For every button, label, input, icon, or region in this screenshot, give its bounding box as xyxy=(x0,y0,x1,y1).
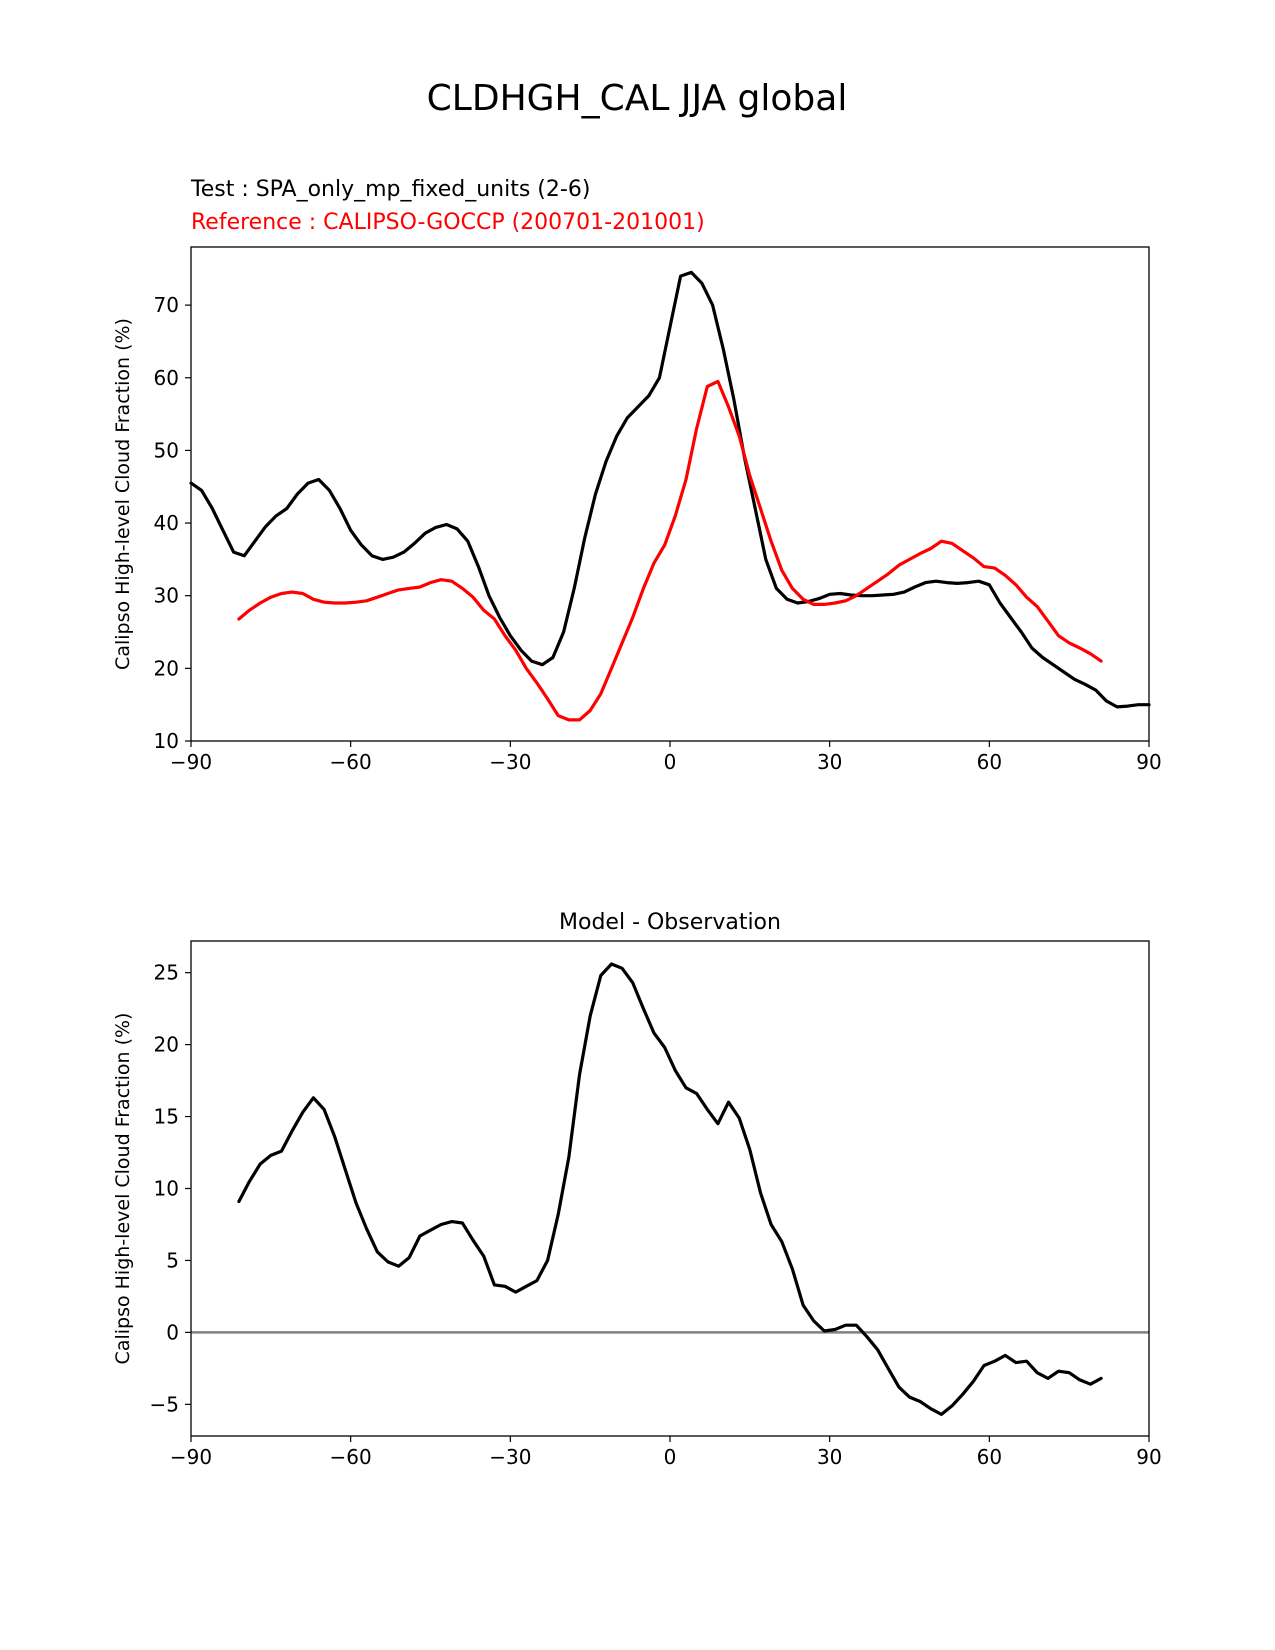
figure-title: CLDHGH_CAL JJA global xyxy=(427,78,848,119)
plot-frame xyxy=(190,940,1150,1437)
y-tick-label: 50 xyxy=(154,438,179,462)
y-tick-label: 25 xyxy=(154,961,179,985)
y-tick-label: 15 xyxy=(154,1105,179,1129)
panel-bottom-title: Model - Observation xyxy=(559,910,781,935)
y-axis-label: Calipso High-level Cloud Fraction (%) xyxy=(112,1013,134,1365)
x-tick-label: −60 xyxy=(330,1445,372,1469)
x-tick-label: 60 xyxy=(977,1445,1002,1469)
y-tick-label: 5 xyxy=(166,1248,179,1272)
x-tick-label: −60 xyxy=(330,750,372,774)
x-tick-label: 30 xyxy=(817,1445,842,1469)
test-label: Test : SPA_only_mp_fixed_units (2-6) xyxy=(190,177,590,202)
series-line-model-observation xyxy=(237,962,1103,1417)
y-tick-label: −5 xyxy=(150,1392,179,1416)
y-tick-label: 70 xyxy=(154,293,179,317)
x-tick-label: 60 xyxy=(977,750,1002,774)
y-tick-label: 20 xyxy=(154,656,179,680)
x-tick-label: −30 xyxy=(489,750,531,774)
panel-difference: −90 −60 −30 0 30 60 90 −5 0 5 10 15 20 25 Calipso High… xyxy=(112,940,1162,1469)
y-tick-label: 0 xyxy=(166,1320,179,1344)
y-tick-label: 10 xyxy=(154,729,179,753)
x-tick-label: 0 xyxy=(664,750,677,774)
x-tick-label: 90 xyxy=(1136,1445,1161,1469)
x-tick-label: −90 xyxy=(170,750,212,774)
x-tick-label: 0 xyxy=(664,1445,677,1469)
series-line-test xyxy=(189,270,1151,709)
series-line-reference xyxy=(237,379,1103,722)
x-tick-label: −90 xyxy=(170,1445,212,1469)
y-tick-label: 40 xyxy=(154,511,179,535)
y-tick-label: 20 xyxy=(154,1033,179,1057)
x-tick-label: 90 xyxy=(1136,750,1161,774)
y-tick-label: 30 xyxy=(154,584,179,608)
panel-test-reference: −90 −60 −30 0 30 60 90 10 20 30 40 50 60 70 Calipso Hi… xyxy=(112,246,1162,774)
reference-label: Reference : CALIPSO-GOCCP (200701-201001… xyxy=(191,210,705,235)
x-tick-label: 30 xyxy=(817,750,842,774)
y-tick-label: 10 xyxy=(154,1177,179,1201)
y-tick-label: 60 xyxy=(154,366,179,390)
x-tick-label: −30 xyxy=(489,1445,531,1469)
y-axis-label: Calipso High-level Cloud Fraction (%) xyxy=(112,318,134,670)
